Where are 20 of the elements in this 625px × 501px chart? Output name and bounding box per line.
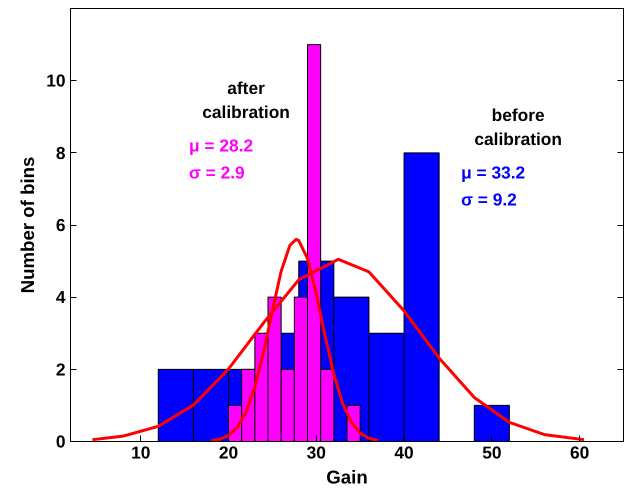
annotation: after calibration <box>202 78 290 122</box>
y-tick-label: 10 <box>46 70 66 91</box>
annotation: μ = 28.2 <box>189 135 254 156</box>
y-tick-label: 2 <box>56 359 66 380</box>
x-tick-label: 30 <box>306 442 326 462</box>
x-tick-label: 10 <box>131 442 150 462</box>
annotation: σ = 9.2 <box>461 190 517 210</box>
y-tick-label: 8 <box>56 142 66 163</box>
y-axis-title: Number of bins <box>17 156 38 294</box>
x-tick-label: 40 <box>394 442 414 462</box>
annotation: σ = 2.9 <box>189 162 245 182</box>
annotation: μ = 33.2 <box>461 162 526 183</box>
y-tick-label: 0 <box>56 432 66 452</box>
x-tick-label: 50 <box>482 442 502 462</box>
x-tick-label: 20 <box>218 442 238 462</box>
x-tick-label: 60 <box>570 442 590 462</box>
x-axis-title: Gain <box>326 466 368 488</box>
y-tick-label: 4 <box>56 287 66 308</box>
y-tick-label: 6 <box>56 215 66 235</box>
annotation: before calibration <box>474 105 562 150</box>
